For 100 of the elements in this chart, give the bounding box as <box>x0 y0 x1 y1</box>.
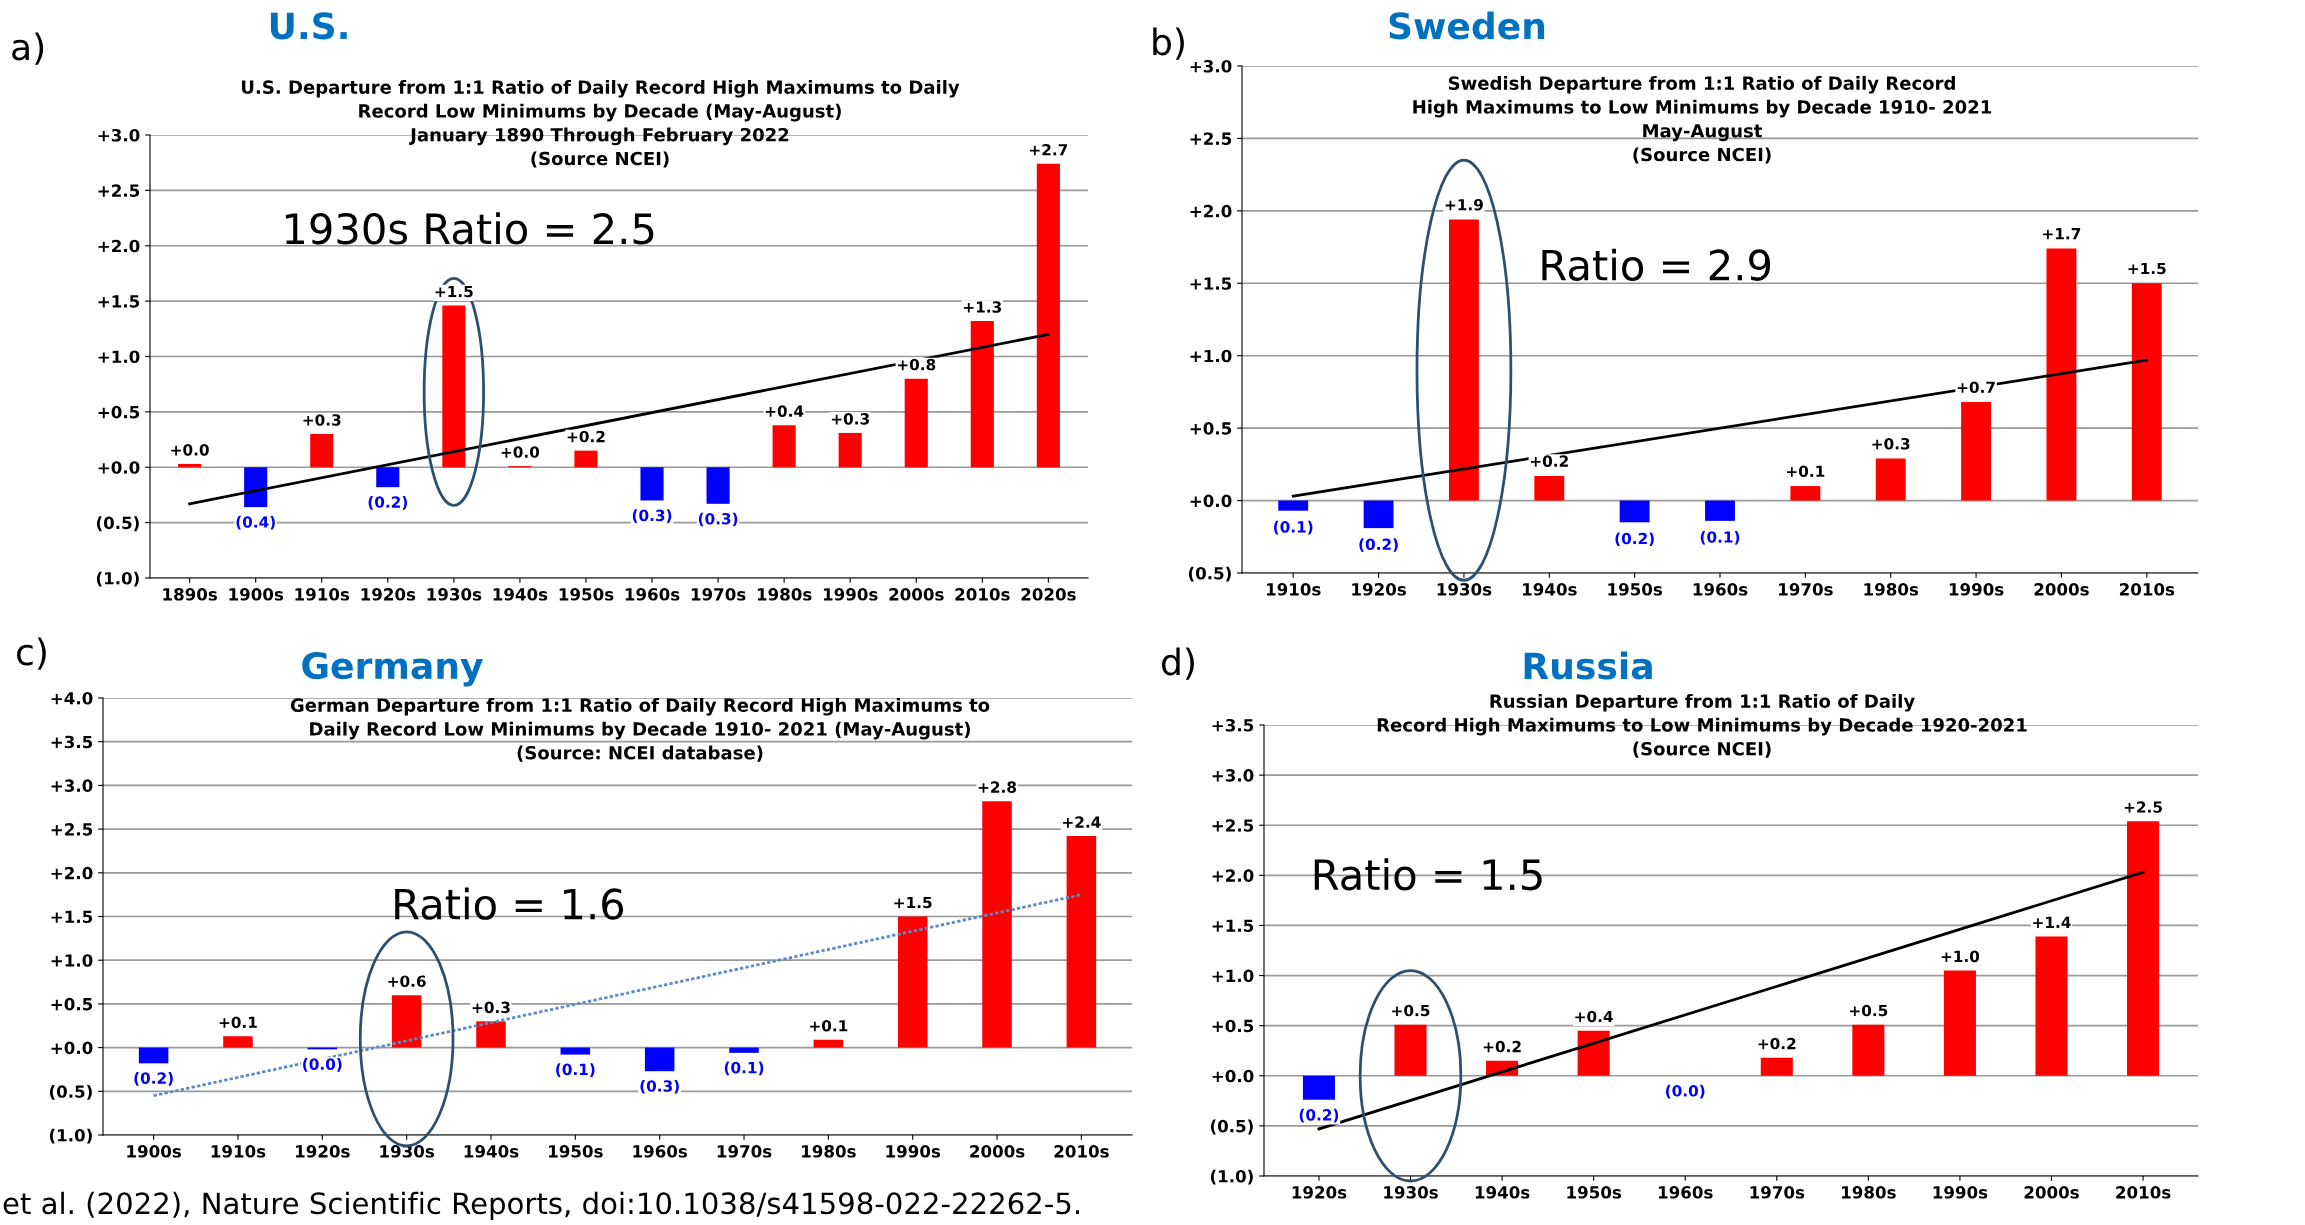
text: Swedish Departure from 1:1 Ratio of Daily Record High Maximums to Low Minimums by Decade 1910- 2021 May-August (Source NCEI) <box>1413 76 1992 164</box>
x-tick-label: 1990s <box>886 1145 941 1158</box>
x-tick-label: 1990s <box>1949 583 2004 596</box>
bar <box>772 425 796 468</box>
bar <box>1943 970 1976 1076</box>
y-tick-label: +4.0 <box>51 691 93 705</box>
bar <box>244 467 268 508</box>
bar <box>2046 248 2077 501</box>
y-tick-label: +0.0 <box>51 1041 93 1055</box>
y-tick-label: +2.0 <box>1212 869 1254 882</box>
chart-title: U.S. <box>270 12 347 40</box>
data-label: +0.3 <box>303 414 341 426</box>
x-tick-label: 2020s <box>1021 588 1076 601</box>
data-label: (0.1) <box>724 1061 764 1076</box>
bar <box>729 1047 759 1053</box>
x-tick-label: 1910s <box>211 1145 266 1158</box>
bar <box>2035 936 2068 1076</box>
x-tick-label: 1940s <box>493 588 548 601</box>
data-label: +0.0 <box>501 446 540 458</box>
x-tick-label: 2000s <box>970 1145 1025 1158</box>
chart-title: Sweden <box>1389 11 1545 40</box>
y-tick-label: +1.0 <box>1190 349 1232 363</box>
bar <box>1619 500 1650 523</box>
data-label: (0.3) <box>632 509 672 523</box>
data-label: +0.4 <box>765 405 804 417</box>
x-tick-label: 1980s <box>757 588 812 601</box>
y-tick-label: +1.5 <box>98 295 140 308</box>
x-tick-label: 1960s <box>625 588 680 601</box>
x-tick-label: 1950s <box>1608 583 1663 596</box>
x-tick-label: 1930s <box>1437 583 1492 596</box>
y-tick-label: +3.0 <box>1212 769 1254 782</box>
x-tick-label: 1960s <box>633 1145 688 1158</box>
x-tick-label: 1990s <box>1933 1186 1988 1199</box>
data-label: +0.6 <box>388 975 426 987</box>
y-tick-label: +2.0 <box>98 239 140 253</box>
y-tick-label: +3.0 <box>1190 59 1232 73</box>
data-label: +0.3 <box>1872 437 1910 450</box>
data-label: (0.4) <box>236 516 275 530</box>
x-tick-label: 2000s <box>2024 1186 2079 1199</box>
y-tick-label: +2.0 <box>51 866 93 880</box>
x-tick-label: 1960s <box>1693 583 1748 596</box>
x-tick-label: 1890s <box>163 588 217 601</box>
data-label: +1.5 <box>2128 262 2166 275</box>
bar <box>644 1047 675 1072</box>
data-label: +1.4 <box>2033 916 2071 928</box>
bar <box>2127 821 2160 1076</box>
chart-title: Germany <box>302 651 483 687</box>
x-tick-label: 1930s <box>380 1145 434 1158</box>
x-tick-label: 1980s <box>1842 1186 1896 1199</box>
data-label: +2.5 <box>2124 801 2162 813</box>
x-tick-label: 2000s <box>2034 583 2089 596</box>
x-tick-label: 1970s <box>1779 583 1833 596</box>
data-label: +1.5 <box>894 896 932 909</box>
x-tick-label: 1940s <box>1523 583 1577 596</box>
y-tick-label: +0.0 <box>1212 1069 1254 1083</box>
x-tick-label: 1980s <box>1864 583 1919 596</box>
x-tick-label: 2010s <box>2116 1186 2171 1199</box>
x-tick-label: 2000s <box>889 588 944 601</box>
y-tick-label: (1.0) <box>1210 1169 1253 1185</box>
bar <box>1363 500 1394 529</box>
data-label: +0.2 <box>567 430 605 443</box>
data-label: +0.4 <box>1575 1010 1613 1023</box>
x-tick-label: 1920s <box>361 588 416 601</box>
data-label: +1.0 <box>1941 950 1980 963</box>
data-label: +0.5 <box>1850 1004 1888 1017</box>
bar <box>376 467 400 488</box>
y-tick-label: +3.5 <box>51 735 93 749</box>
bar <box>1036 163 1060 468</box>
x-tick-label: 1970s <box>1750 1186 1805 1199</box>
bar <box>442 305 466 468</box>
bar <box>1875 458 1906 501</box>
bar <box>1394 1024 1427 1076</box>
y-tick-label: +3.5 <box>1212 718 1254 732</box>
bar <box>970 321 994 468</box>
bar <box>1961 402 1992 501</box>
y-tick-label: +0.5 <box>1212 1019 1254 1033</box>
bar <box>1760 1057 1793 1076</box>
data-label: +1.7 <box>2043 228 2081 240</box>
x-tick-label: 1940s <box>464 1145 519 1158</box>
y-tick-label: +1.5 <box>1212 919 1254 933</box>
data-label: +1.3 <box>964 301 1002 313</box>
data-label: (0.2) <box>134 1072 173 1086</box>
data-label: +0.2 <box>1530 455 1568 467</box>
bar <box>982 801 1012 1048</box>
x-tick-label: 1950s <box>549 1145 603 1158</box>
x-tick-label: 1960s <box>1658 1186 1713 1199</box>
bar <box>560 1047 591 1055</box>
bar <box>2131 283 2162 501</box>
bar <box>813 1039 844 1048</box>
bar <box>640 467 664 501</box>
x-tick-label: 1920s <box>1292 1186 1347 1199</box>
bar <box>574 450 598 468</box>
x-tick-label: 1910s <box>1266 583 1321 596</box>
x-tick-label: 1930s <box>1384 1186 1438 1199</box>
data-label: +2.8 <box>978 781 1017 793</box>
y-tick-label: (0.5) <box>96 516 139 532</box>
data-label: +0.0 <box>171 444 209 456</box>
data-label: (0.1) <box>1700 531 1740 545</box>
x-tick-label: 1920s <box>1352 583 1406 596</box>
bar <box>1577 1030 1610 1076</box>
